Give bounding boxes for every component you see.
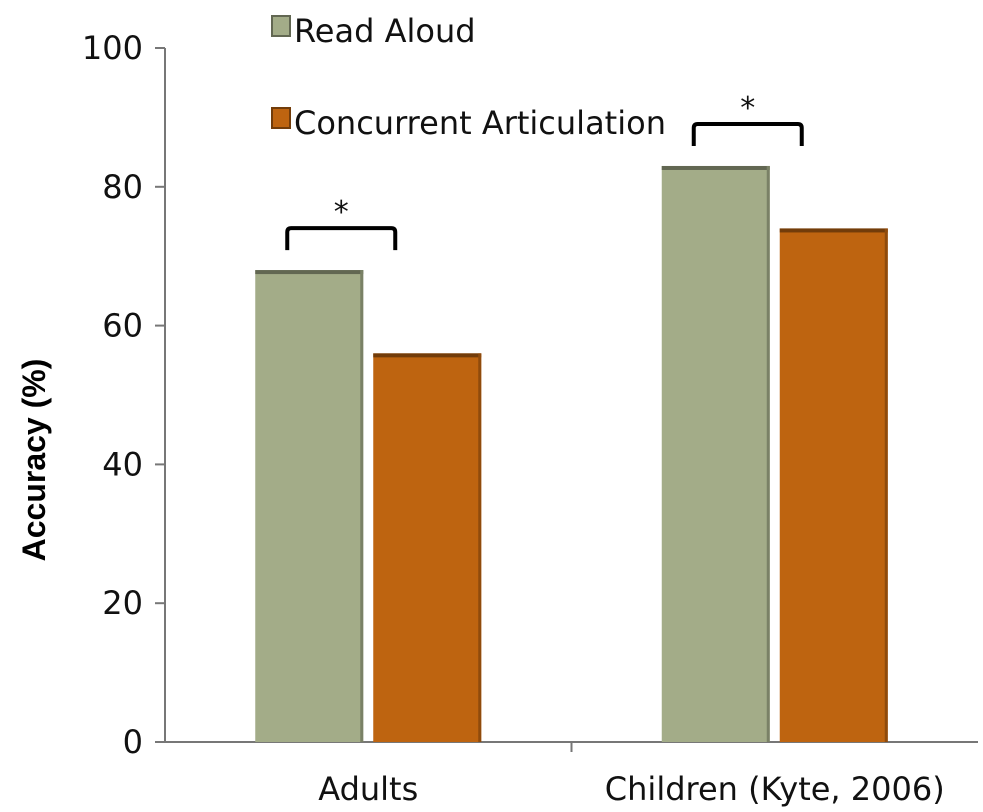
x-tick-label: Children (Kyte, 2006) (605, 770, 945, 808)
bar-top-edge (255, 270, 364, 275)
bar-side-edge (360, 270, 364, 742)
bar (255, 270, 364, 742)
significance-bracket (285, 226, 398, 251)
bar-top-edge (661, 165, 770, 170)
legend: Read Aloud Concurrent Articulation (271, 12, 666, 142)
bar-top-edge (779, 228, 888, 233)
bar-side-edge (478, 353, 482, 742)
significance-annotations: ** (285, 91, 804, 251)
legend-swatch (271, 15, 291, 37)
y-tick-label: 60 (102, 307, 143, 345)
legend-label: Read Aloud (294, 12, 476, 50)
tick-labels: 0 20 40 60 80 100 Adults Children (Kyte, 2006) (82, 29, 945, 808)
legend-label: Concurrent Articulation (294, 104, 666, 142)
y-tick-label: 20 (102, 584, 143, 622)
significance-bracket (691, 121, 804, 146)
bar-side-edge (766, 165, 770, 743)
y-tick-label: 80 (102, 168, 143, 206)
bar (779, 228, 888, 742)
bar (661, 165, 770, 743)
significance-star: * (740, 91, 755, 126)
bar (373, 353, 482, 742)
y-tick-label: 100 (82, 29, 143, 67)
y-tick-label: 0 (123, 723, 143, 761)
legend-swatch (271, 107, 291, 129)
y-tick-label: 40 (102, 445, 143, 483)
y-axis-label: Accuracy (%) (16, 359, 52, 562)
bar-top-edge (373, 353, 482, 358)
bars (255, 165, 888, 743)
x-tick-label: Adults (318, 770, 418, 808)
significance-star: * (334, 195, 349, 230)
bar-side-edge (884, 228, 888, 742)
